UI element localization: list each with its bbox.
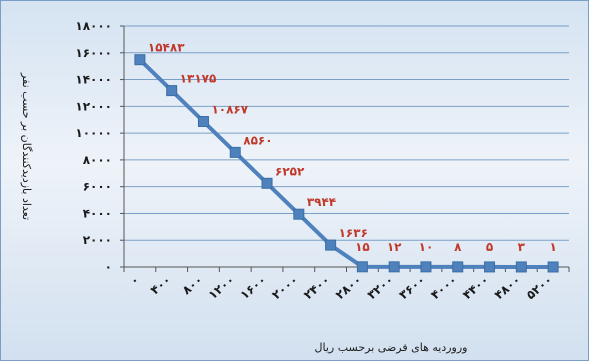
x-tick-label: ۰: [127, 273, 142, 288]
data-point: [197, 116, 209, 128]
data-label: ۱۰۸۶۷: [211, 103, 248, 117]
data-point: [515, 261, 527, 273]
x-tick-label: ۴۴۰۰: [460, 273, 491, 303]
grid-lines: [124, 25, 569, 241]
y-tick-label: ۸۰۰۰: [83, 153, 112, 167]
data-point: [325, 239, 337, 251]
y-tick-label: ۱۲۰۰۰: [75, 99, 112, 113]
data-label: ۳: [518, 240, 526, 254]
x-tick-label: ۴۸۰۰: [492, 273, 523, 303]
data-point: [356, 261, 368, 273]
data-label: ۶۲۵۲: [275, 164, 305, 178]
x-tick-label: ۲۴۰۰: [301, 273, 332, 303]
y-axis-title: تعداد بازدیدکنندگان بر حسب نفر: [20, 72, 33, 220]
data-point: [547, 261, 559, 273]
data-label: ۱: [549, 240, 556, 254]
data-point: [261, 177, 273, 189]
data-label: ۱۳۱۷۵: [180, 72, 217, 86]
y-tick-label: ۲۰۰۰: [83, 233, 112, 247]
data-point: [484, 261, 496, 273]
x-tick-label: ۴۰۰: [148, 273, 174, 298]
data-label: ۱۶۳۶: [339, 226, 368, 240]
x-tick-label: ۳۲۰۰: [365, 273, 396, 303]
x-tick-label: ۲۸۰۰: [333, 273, 364, 303]
x-tick-label: ۸۰۰: [180, 273, 206, 298]
data-label: ۱۵۴۸۳: [148, 41, 185, 55]
y-tick-label: ۱۴۰۰۰: [75, 73, 112, 87]
x-tick-label: ۲۰۰۰: [269, 273, 300, 303]
data-label: ۸۵۶۰: [243, 133, 272, 147]
y-tick-label: ۴۰۰۰: [83, 206, 112, 220]
data-point: [166, 85, 178, 97]
data-point: [229, 146, 241, 158]
data-point: [134, 54, 146, 66]
data-points: [134, 54, 559, 273]
data-label: ۱۵: [355, 240, 370, 254]
data-label: ۱۲: [387, 240, 402, 254]
data-point: [420, 261, 432, 273]
data-point: [388, 261, 400, 273]
y-tick-label: ۱۶۰۰۰: [75, 46, 112, 60]
x-axis-title: وروردیه های فرضی برحسب ریال: [315, 341, 468, 354]
x-tick-label: ۵۲۰۰: [524, 273, 555, 303]
data-label: ۵: [486, 240, 493, 254]
y-tick-label: ۱۸۰۰۰: [75, 19, 112, 33]
y-tick-labels: ۰ ۲۰۰۰ ۴۰۰۰ ۶۰۰۰ ۸۰۰۰ ۱۰۰۰۰ ۱۲۰۰۰ ۱۴۰۰۰ ۱۶۰۰۰ ۱۸۰…: [75, 19, 112, 274]
y-tick-label: ۱۰۰۰۰: [75, 126, 112, 140]
data-label: ۱۰: [419, 240, 434, 254]
data-point: [452, 261, 464, 273]
y-tick-label: ۶۰۰۰: [83, 180, 112, 194]
data-label: ۸: [454, 240, 462, 254]
data-point: [293, 208, 305, 220]
x-tick-label: ۴۰۰۰: [428, 273, 459, 303]
x-tick-label: ۱۶۰۰: [238, 273, 269, 303]
y-tick-label: ۰: [105, 260, 112, 274]
x-tick-label: ۳۶۰۰: [396, 273, 427, 303]
data-label: ۳۹۴۴: [307, 195, 336, 209]
x-tick-labels: ۰ ۴۰۰ ۸۰۰ ۱۲۰۰ ۱۶۰۰ ۲۰۰۰ ۲۴۰۰ ۲۸۰۰ ۳۲۰۰ ۳۶۰۰ ۴۰۰۰ ۴…: [127, 273, 555, 303]
x-tick-label: ۱۲۰۰: [206, 273, 237, 303]
